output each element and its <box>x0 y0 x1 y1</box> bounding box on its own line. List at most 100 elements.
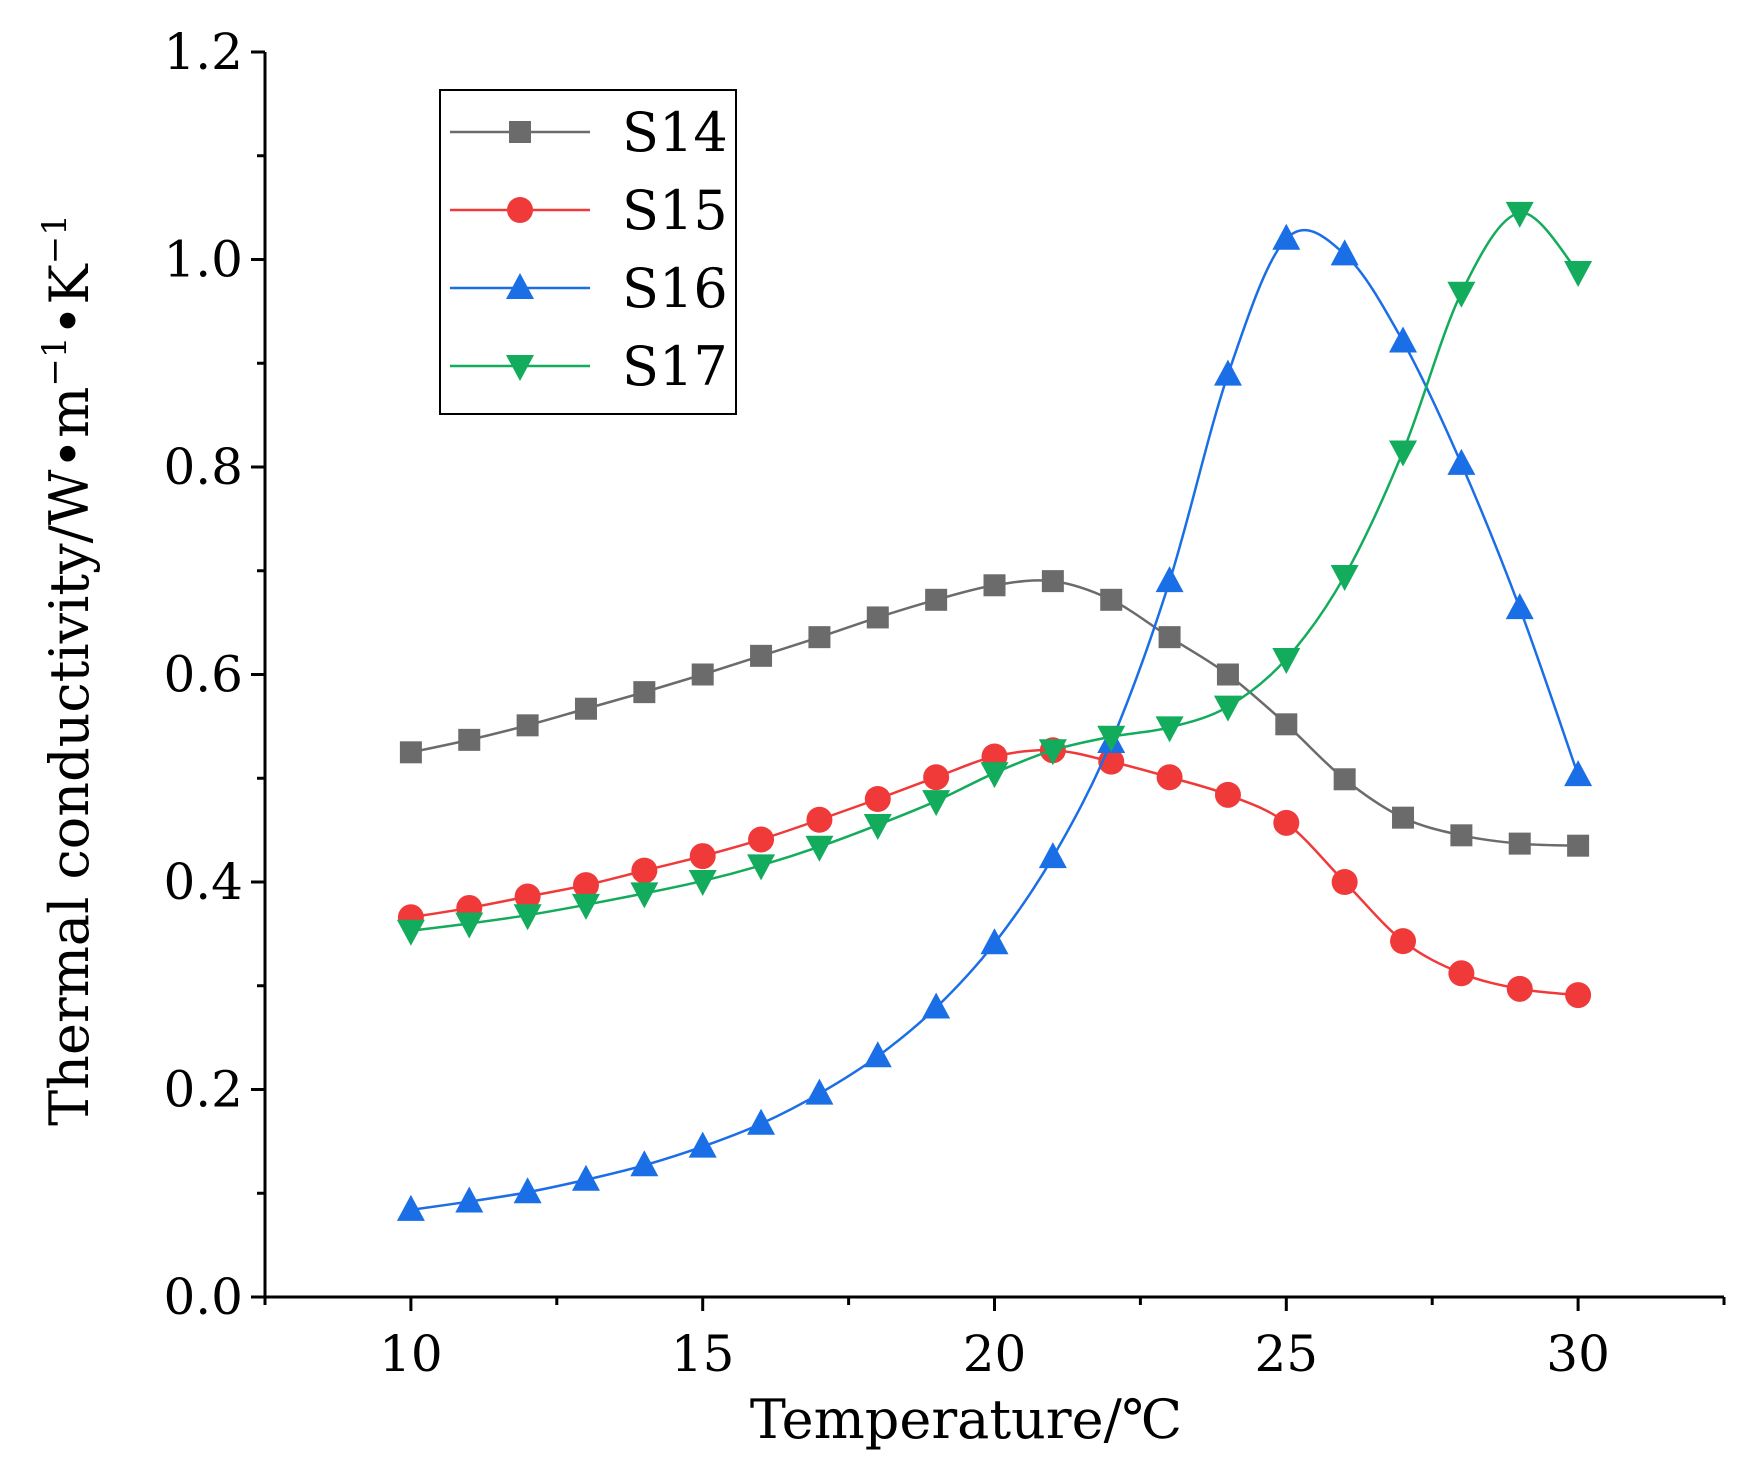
data-point-s16 <box>747 1108 776 1135</box>
axes: 0.0 0.2 0.4 0.6 0.8 1.0 1.2 10 15 20 25 30 <box>163 23 1726 1383</box>
data-point-s15 <box>806 806 833 833</box>
data-point-s14 <box>1158 626 1181 649</box>
data-point-s14 <box>925 588 948 611</box>
data-point-s14 <box>399 741 422 764</box>
data-point-s15 <box>1565 982 1592 1009</box>
legend-box <box>439 89 737 415</box>
data-point-s17 <box>1505 201 1534 228</box>
y-tick-label: 0.6 <box>163 646 243 704</box>
data-point-s17 <box>1330 564 1359 591</box>
legend-item-s14: S14 <box>450 101 728 164</box>
data-point-s16 <box>1272 223 1301 250</box>
data-point-s14 <box>866 606 889 629</box>
data-point-s17 <box>571 893 600 920</box>
data-point-s14 <box>574 697 597 720</box>
data-point-s15 <box>1448 960 1475 987</box>
data-point-s14 <box>1216 663 1239 686</box>
x-tick-label: 25 <box>1254 1325 1318 1383</box>
series-layer <box>396 201 1593 1221</box>
data-point-s17 <box>1272 647 1301 674</box>
legend-label: S16 <box>622 257 728 320</box>
series-s17 <box>396 201 1593 946</box>
data-point-s17 <box>1097 725 1126 752</box>
data-point-s14 <box>516 714 539 737</box>
data-point-s17 <box>922 790 951 817</box>
data-point-s15 <box>1390 928 1417 955</box>
data-point-s16 <box>630 1150 659 1177</box>
data-point-s14 <box>1041 570 1064 593</box>
data-point-s17 <box>805 835 834 862</box>
data-point-s15 <box>631 857 658 884</box>
data-point-s15 <box>1214 781 1241 808</box>
y-tick-label: 0.8 <box>163 438 243 496</box>
data-point-s14 <box>1100 588 1123 611</box>
x-tick-label: 20 <box>963 1325 1027 1383</box>
data-point-s15 <box>689 843 716 870</box>
y-axis-title-text1: Thermal conductivity/W•m <box>38 387 101 1126</box>
data-point-s16 <box>1389 326 1418 353</box>
data-point-s17 <box>1038 739 1067 766</box>
data-point-s16 <box>1155 566 1184 593</box>
data-point-s14 <box>983 574 1006 597</box>
data-point-s17 <box>1389 440 1418 467</box>
data-point-s16 <box>571 1164 600 1191</box>
data-point-s14 <box>1392 806 1415 829</box>
x-tick-label: 30 <box>1546 1325 1610 1383</box>
data-point-s17 <box>1213 695 1242 722</box>
series-s16 <box>396 223 1593 1221</box>
data-point-s14 <box>1333 768 1356 791</box>
data-point-s14 <box>750 644 773 667</box>
legend-marker <box>507 197 533 223</box>
legend-label: S14 <box>622 101 728 164</box>
y-tick-label: 1.2 <box>163 23 243 81</box>
x-tick-label: 15 <box>671 1325 735 1383</box>
data-point-s14 <box>1508 832 1531 855</box>
data-point-s15 <box>572 872 599 899</box>
data-point-s16 <box>1038 842 1067 869</box>
data-point-s14 <box>691 663 714 686</box>
legend-marker <box>509 121 531 143</box>
data-point-s16 <box>1447 448 1476 475</box>
data-point-s17 <box>1155 716 1184 743</box>
data-point-s17 <box>747 854 776 881</box>
data-point-s14 <box>633 681 656 704</box>
y-tick-label: 0.4 <box>163 853 243 911</box>
data-point-s15 <box>1156 764 1183 791</box>
data-point-s16 <box>513 1177 542 1204</box>
data-point-s17 <box>1447 281 1476 308</box>
data-point-s15 <box>1273 809 1300 836</box>
legend-label: S17 <box>622 335 728 398</box>
data-point-s14 <box>1567 834 1590 857</box>
legend-item-s17: S17 <box>450 335 728 398</box>
legend-label: S15 <box>622 179 728 242</box>
data-point-s17 <box>980 762 1009 789</box>
data-point-s17 <box>513 904 542 931</box>
data-point-s17 <box>688 869 717 896</box>
y-axis-title-sup2: −1 <box>35 214 75 264</box>
series-s14 <box>399 570 1590 857</box>
data-point-s17 <box>1564 260 1593 287</box>
data-point-s17 <box>863 813 892 840</box>
data-point-s15 <box>1506 975 1533 1002</box>
legend-marker <box>506 355 534 381</box>
data-point-s16 <box>455 1186 484 1213</box>
data-point-s14 <box>1275 713 1298 736</box>
data-point-s17 <box>455 912 484 939</box>
data-point-s16 <box>1505 593 1534 620</box>
y-axis-title: Thermal conductivity/W•m−1•K−1 <box>35 214 101 1126</box>
data-point-s15 <box>923 764 950 791</box>
data-point-s16 <box>980 928 1009 955</box>
data-point-s16 <box>396 1194 425 1221</box>
data-point-s15 <box>1331 869 1358 895</box>
x-axis-title: Temperature/℃ <box>750 1388 1182 1451</box>
y-axis-title-text2: •K <box>38 263 101 337</box>
data-point-s17 <box>396 919 425 946</box>
y-tick-label: 1.0 <box>163 231 243 289</box>
data-point-s16 <box>805 1078 834 1105</box>
data-point-s16 <box>1564 760 1593 787</box>
x-tick-label: 10 <box>379 1325 443 1383</box>
data-point-s16 <box>1213 359 1242 386</box>
data-point-s17 <box>630 882 659 909</box>
data-point-s16 <box>688 1131 717 1158</box>
y-tick-label: 0.0 <box>163 1268 243 1326</box>
